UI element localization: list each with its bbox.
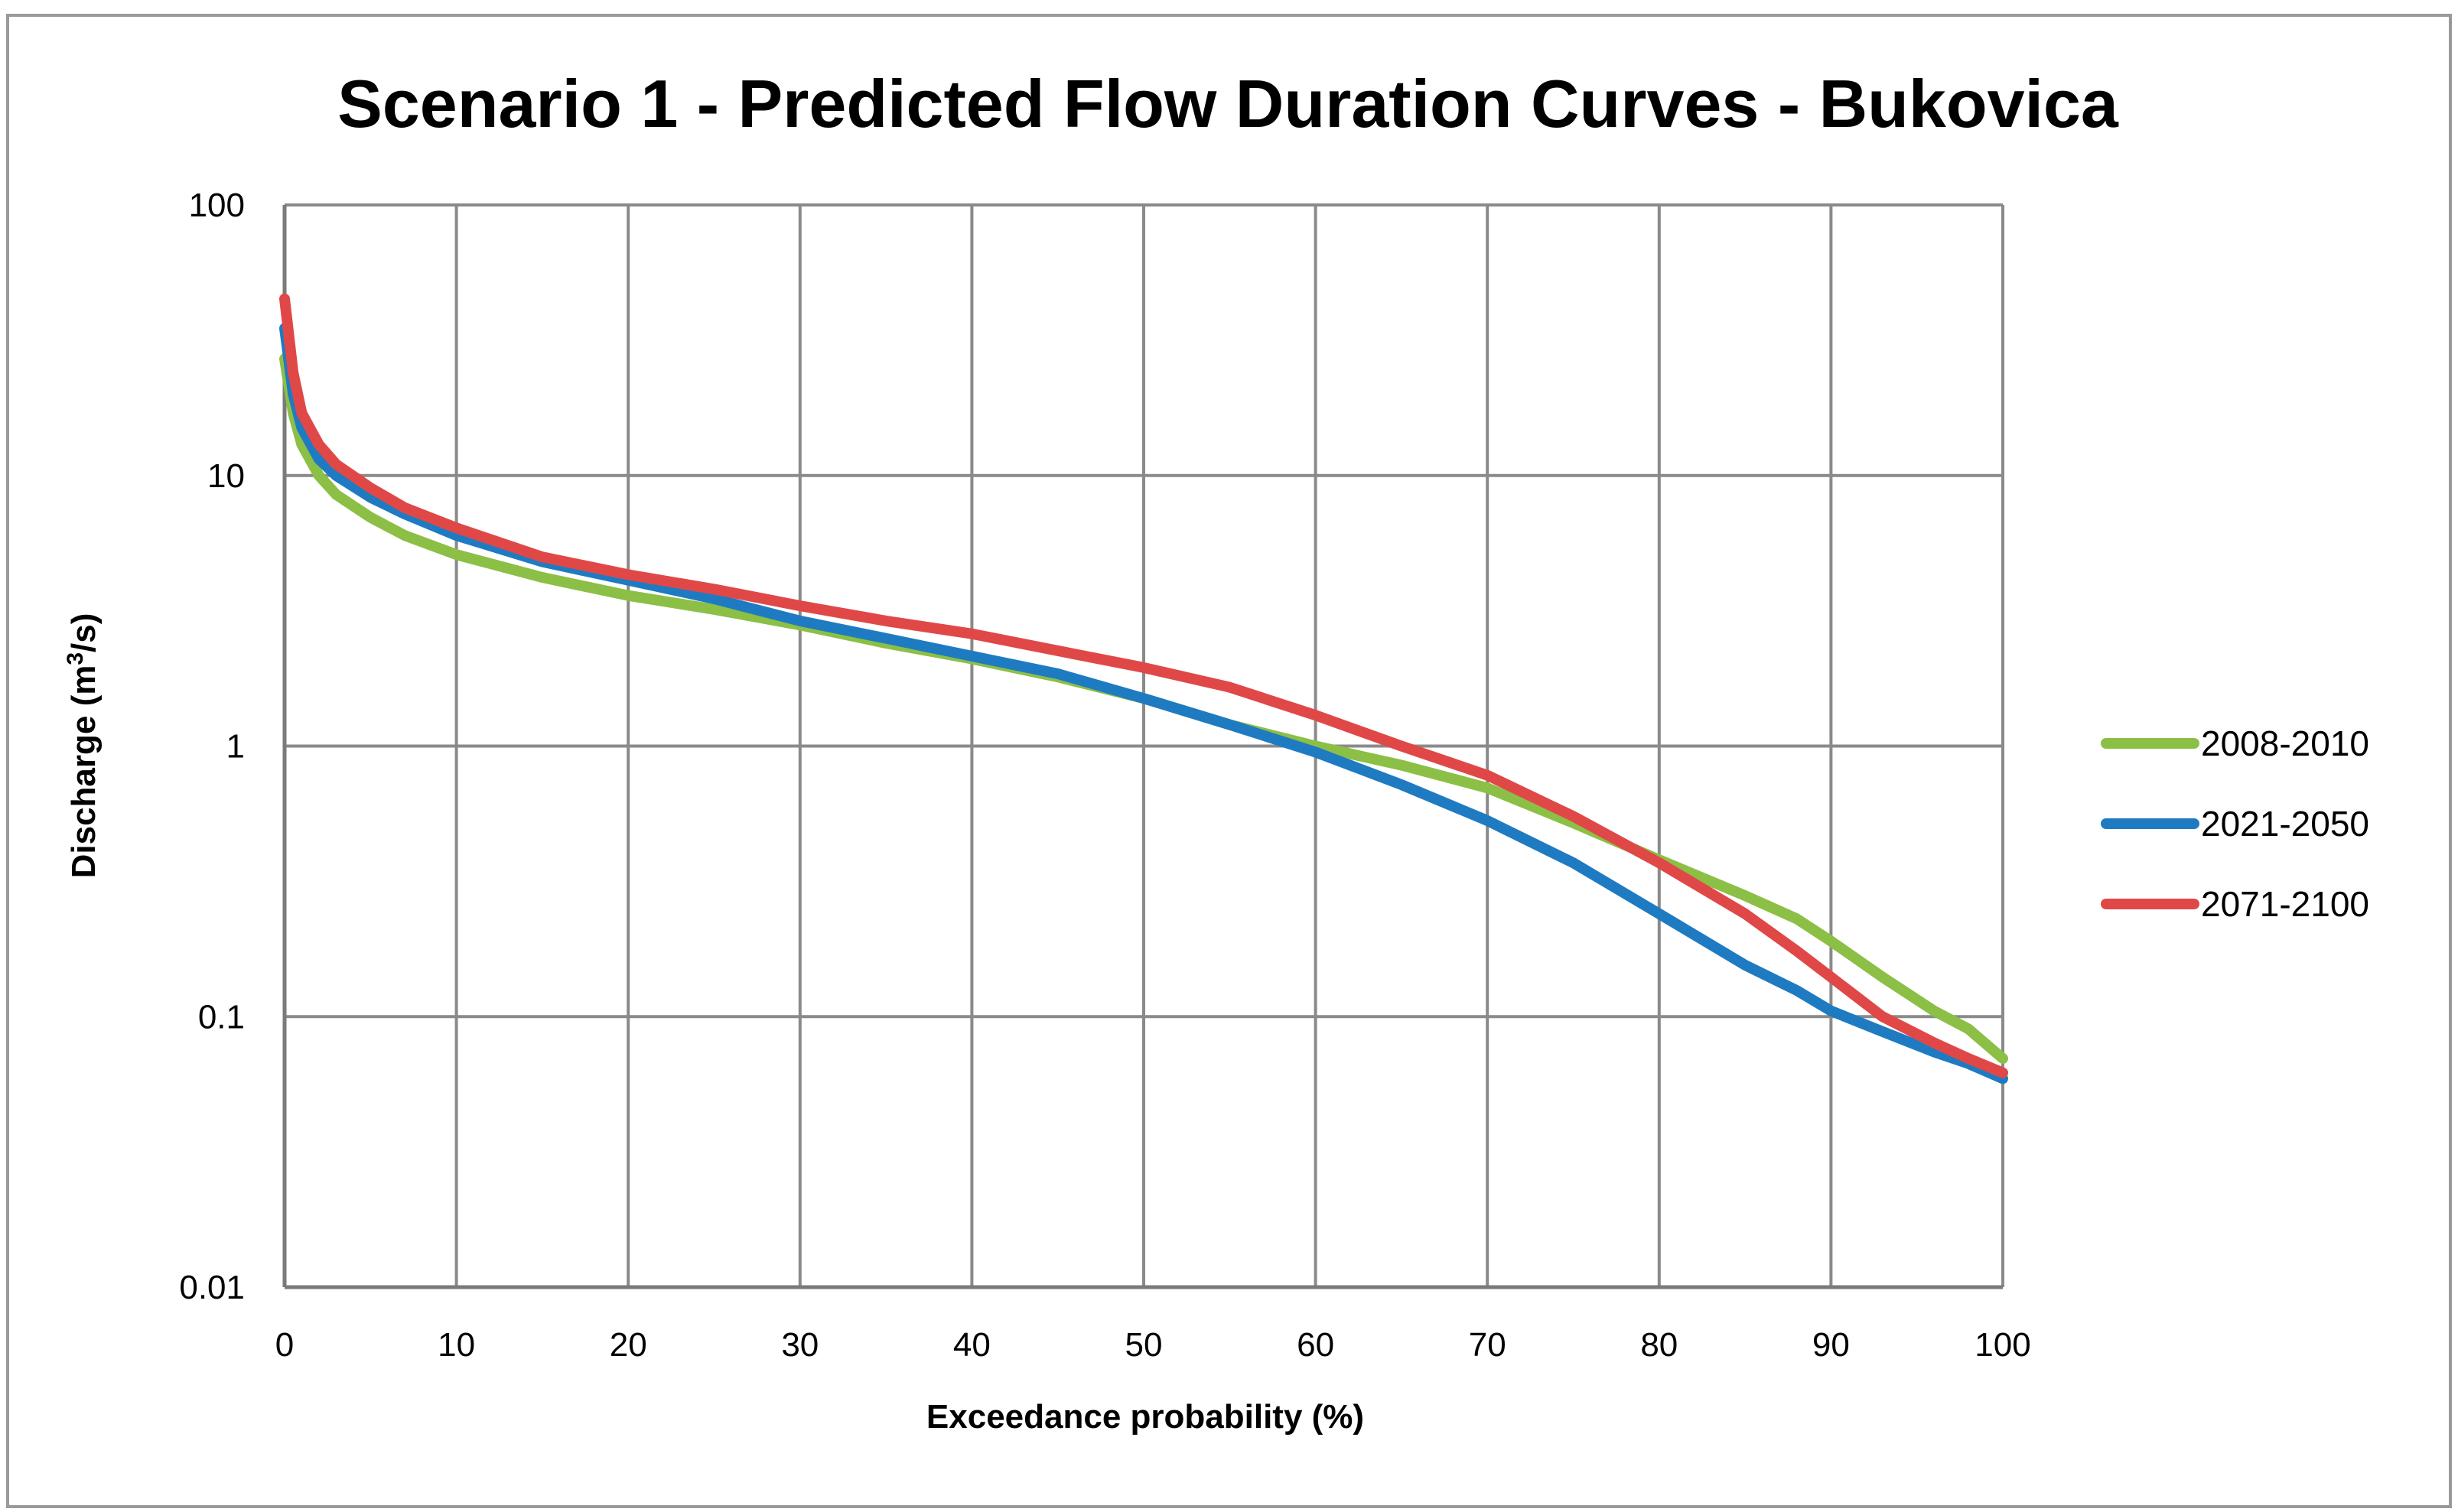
series-line-2071-2100 — [279, 293, 2008, 1078]
x-tick-label: 10 — [438, 1326, 475, 1364]
x-tick-label: 60 — [1297, 1326, 1334, 1364]
y-tick-label: 0.1 — [198, 998, 245, 1036]
ticks: 0 10 20 30 40 50 60 70 80 90 100 100 10 1 0.1 0.01 — [179, 187, 2030, 1364]
x-tick-label: 80 — [1640, 1326, 1678, 1364]
legend-label: 2071-2100 — [2201, 884, 2369, 924]
y-axis-label: Discharge (m3/s) — [63, 613, 103, 879]
x-tick-label: 100 — [1975, 1326, 2030, 1364]
legend-label: 2021-2050 — [2201, 804, 2369, 844]
x-tick-label: 30 — [781, 1326, 819, 1364]
x-tick-label: 40 — [953, 1326, 991, 1364]
chart-border — [6, 14, 2452, 1508]
x-tick-label: 70 — [1469, 1326, 1506, 1364]
x-tick-label: 50 — [1125, 1326, 1163, 1364]
y-tick-label: 100 — [189, 187, 245, 224]
x-axis-label: Exceedance probability (%) — [926, 1398, 1364, 1436]
y-tick-label: 0.01 — [179, 1269, 245, 1306]
series-lines — [279, 293, 2008, 1084]
x-tick-label: 90 — [1812, 1326, 1850, 1364]
legend-label: 2008-2010 — [2201, 723, 2369, 763]
grid — [282, 203, 2004, 1289]
x-tick-label: 0 — [275, 1326, 294, 1364]
x-tick-label: 20 — [610, 1326, 647, 1364]
chart-title: Scenario 1 - Predicted Flow Duration Cur… — [337, 66, 2119, 141]
y-tick-label: 1 — [226, 728, 245, 766]
legend: 2008-2010 2021-2050 2071-2100 — [2101, 723, 2369, 924]
series-line-2021-2050 — [279, 323, 2008, 1084]
y-tick-label: 10 — [207, 457, 245, 495]
